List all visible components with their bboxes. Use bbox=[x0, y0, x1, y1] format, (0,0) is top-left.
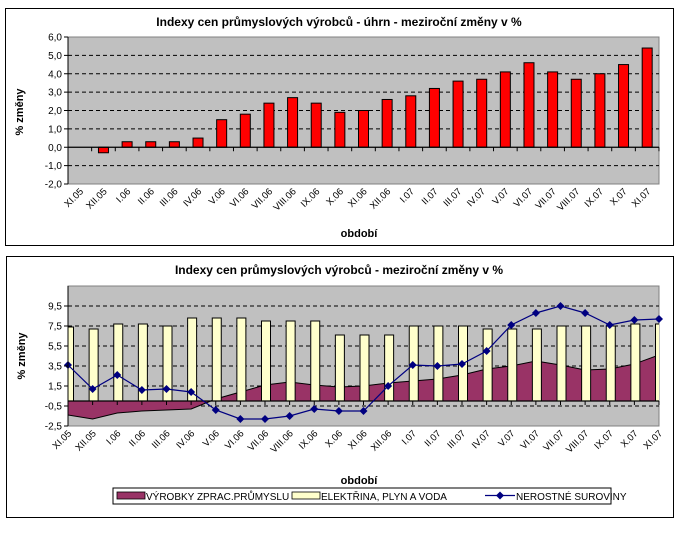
chart2-bar-I.06 bbox=[113, 323, 124, 402]
chart2-bar-IX.07 bbox=[605, 325, 616, 402]
chart1-y-tick-label: 4,0 bbox=[48, 69, 62, 80]
chart2-marker-IX.06 bbox=[310, 405, 319, 413]
chart2-y-tick-label: 5,5 bbox=[48, 342, 62, 353]
chart2-y-tick-label: 7,5 bbox=[48, 322, 62, 333]
chart2-legend: VÝROBKY ZPRAC.PRŮMYSLU ELEKTŘINA, PLYN A… bbox=[112, 487, 627, 505]
chart2-marker-XI.06 bbox=[359, 407, 368, 415]
chart2-marker-IX.07 bbox=[605, 321, 614, 329]
chart2-bar-VII.07 bbox=[556, 325, 567, 402]
chart2-x-tick-label: VII.07 bbox=[541, 428, 566, 453]
chart2-y-axis-title: % změny bbox=[16, 332, 28, 380]
chart2-x-tick-label: VI.07 bbox=[519, 428, 542, 451]
chart2-y-tick-label: 9,5 bbox=[48, 302, 62, 313]
chart2-marker-X.06 bbox=[334, 407, 343, 415]
chart2-bar-XI.07 bbox=[655, 323, 659, 402]
chart2-bar-IX.06 bbox=[310, 320, 321, 402]
chart2-marker-X.07 bbox=[630, 316, 639, 324]
chart2-bar-XII.06 bbox=[384, 334, 395, 402]
chart2-y-tick-label: -2,5 bbox=[45, 422, 63, 433]
chart1-title: Indexy cen průmyslových výrobců - úhrn -… bbox=[156, 15, 522, 29]
legend-swatch-elektrina bbox=[291, 491, 321, 500]
chart2-x-tick-label: VIII.07 bbox=[564, 428, 591, 455]
chart2-marker-XI.07 bbox=[655, 315, 663, 323]
chart2-x-tick-label: V.07 bbox=[496, 428, 517, 449]
chart2-bar-VI.06 bbox=[236, 317, 247, 402]
chart2-bar-V.06 bbox=[211, 317, 222, 402]
chart2-bar-VIII.06 bbox=[285, 320, 296, 402]
chart2-x-tick-label: IV.06 bbox=[174, 428, 197, 451]
chart2-marker-II.06 bbox=[137, 386, 146, 394]
chart2-bar-VI.07 bbox=[531, 328, 542, 402]
chart2-x-tick-label: II.06 bbox=[127, 428, 148, 449]
legend-marker-nerostne bbox=[496, 491, 504, 500]
legend-swatch-vyrobky bbox=[116, 491, 146, 500]
chart2-marker-I.06 bbox=[113, 371, 122, 379]
chart2-title: Indexy cen průmyslových výrobců - meziro… bbox=[175, 263, 503, 277]
chart2-marker-IV.07 bbox=[482, 347, 491, 355]
chart2-bar-VIII.07 bbox=[581, 325, 592, 402]
chart2-x-tick-label: I.07 bbox=[400, 428, 419, 447]
chart2-bar-X.06 bbox=[334, 334, 345, 402]
chart2-x-tick-label: VI.06 bbox=[223, 428, 246, 451]
chart2-marker-XII.06 bbox=[384, 382, 393, 390]
chart2-x-tick-label: XI.06 bbox=[346, 428, 369, 451]
legend-label-elektrina: ELEKTŘINA, PLYN A VODA bbox=[321, 490, 447, 503]
chart2-x-tick-label: V.06 bbox=[201, 428, 222, 449]
chart2-marker-XII.05 bbox=[88, 385, 97, 393]
chart2-bar-X.07 bbox=[630, 323, 641, 402]
chart1-y-tick-label: 2,0 bbox=[48, 106, 62, 117]
chart2-marker-I.07 bbox=[408, 361, 417, 369]
chart1-y-axis-title: % změny bbox=[14, 88, 26, 136]
chart2-x-tick-label: I.06 bbox=[104, 428, 123, 447]
chart2-marker-III.06 bbox=[162, 385, 171, 393]
chart1-y-tick-label: 6,0 bbox=[48, 33, 62, 44]
chart2-marker-VII.07 bbox=[556, 302, 565, 310]
chart2-x-tick-label: VIII.06 bbox=[269, 428, 296, 455]
chart2-marker-V.06 bbox=[211, 406, 220, 414]
chart2-marker-II.07 bbox=[433, 362, 442, 370]
chart2-x-tick-label: III.07 bbox=[445, 428, 468, 451]
chart2-x-tick-label: XI.07 bbox=[642, 428, 665, 451]
chart2-marker-VI.07 bbox=[531, 309, 540, 317]
chart2-marker-VI.06 bbox=[236, 415, 245, 423]
chart2-marker-VII.06 bbox=[261, 415, 269, 423]
chart1-y-tick-label: -2,0 bbox=[45, 180, 63, 191]
chart2-x-tick-label: XII.05 bbox=[73, 428, 98, 453]
chart2-x-tick-label: X.06 bbox=[323, 428, 345, 450]
chart2-bar-XI.06 bbox=[359, 334, 370, 402]
chart2-bar-VII.06 bbox=[261, 320, 271, 402]
chart1-y-tick-label: 3,0 bbox=[48, 88, 62, 99]
chart1-y-tick-label: 0,0 bbox=[48, 143, 62, 154]
chart1-x-axis-title: období bbox=[341, 228, 379, 240]
chart2-x-axis-title: období bbox=[341, 475, 379, 487]
chart2-x-tick-label: IV.07 bbox=[470, 428, 493, 451]
chart2-marker-III.07 bbox=[458, 360, 466, 368]
chart2-marker-V.07 bbox=[507, 321, 516, 329]
chart2-bar-IV.07 bbox=[482, 328, 493, 402]
chart2-y-tick-label: 1,5 bbox=[48, 382, 62, 393]
chart2-y-tick-label: 3,5 bbox=[48, 362, 62, 373]
legend-label-vyrobky: VÝROBKY ZPRAC.PRŮMYSLU bbox=[146, 490, 289, 503]
chart2-x-tick-label: II.07 bbox=[423, 428, 444, 449]
chart2-marker-VIII.07 bbox=[581, 309, 590, 317]
chart1-y-tick-label: 5,0 bbox=[48, 51, 62, 62]
chart1-y-tick-label: -1,0 bbox=[45, 161, 63, 172]
chart2-bar-V.07 bbox=[507, 328, 518, 402]
chart2-marker-VIII.06 bbox=[285, 412, 294, 420]
chart2-x-tick-label: III.06 bbox=[150, 428, 173, 451]
chart2-x-tick-label: XII.06 bbox=[369, 428, 394, 453]
chart2-marker-IV.06 bbox=[187, 388, 196, 396]
chart2-x-tick-label: IX.06 bbox=[297, 428, 320, 451]
legend-label-nerostne: NEROSTNÉ SUROVINY bbox=[516, 490, 627, 503]
chart2-x-tick-label: VII.06 bbox=[246, 428, 271, 453]
chart2-y-tick-label: -0,5 bbox=[45, 402, 63, 413]
legend-box bbox=[112, 487, 612, 505]
chart2-x-tick-label: X.07 bbox=[619, 428, 641, 450]
chart1-y-tick-label: 1,0 bbox=[48, 124, 62, 135]
chart2-bar-IV.06 bbox=[187, 317, 198, 402]
chart2-x-tick-label: IX.07 bbox=[592, 428, 615, 451]
